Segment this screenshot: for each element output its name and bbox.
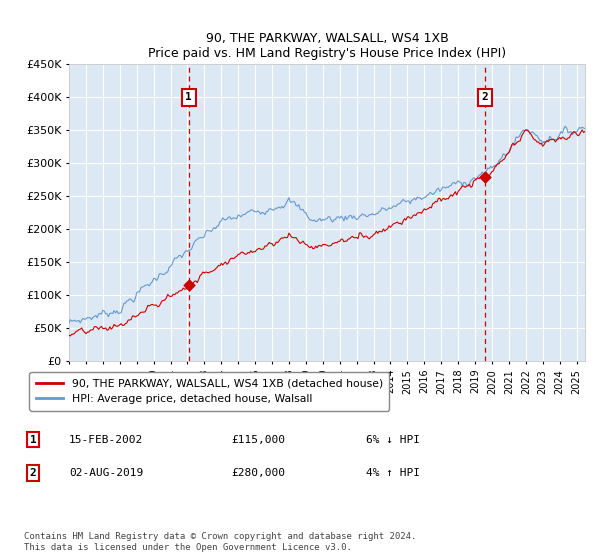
Text: 2: 2 (29, 468, 37, 478)
Point (184, 281, 194, 290)
Text: 1: 1 (29, 435, 37, 445)
Text: 1: 1 (185, 92, 192, 102)
Text: 15-FEB-2002: 15-FEB-2002 (69, 435, 143, 445)
Text: 02-AUG-2019: 02-AUG-2019 (69, 468, 143, 478)
Text: 4% ↑ HPI: 4% ↑ HPI (366, 468, 420, 478)
Text: 6% ↓ HPI: 6% ↓ HPI (366, 435, 420, 445)
Legend: 90, THE PARKWAY, WALSALL, WS4 1XB (detached house), HPI: Average price, detached: 90, THE PARKWAY, WALSALL, WS4 1XB (detac… (29, 372, 389, 410)
Text: £115,000: £115,000 (231, 435, 285, 445)
Title: 90, THE PARKWAY, WALSALL, WS4 1XB
Price paid vs. HM Land Registry's House Price : 90, THE PARKWAY, WALSALL, WS4 1XB Price … (148, 32, 506, 60)
Point (480, 172, 490, 181)
Text: 2: 2 (482, 92, 488, 102)
Text: Contains HM Land Registry data © Crown copyright and database right 2024.
This d: Contains HM Land Registry data © Crown c… (24, 532, 416, 552)
Text: £280,000: £280,000 (231, 468, 285, 478)
